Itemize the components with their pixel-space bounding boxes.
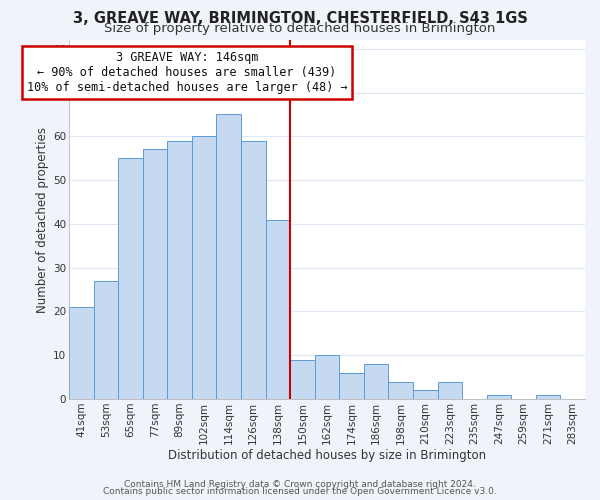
Bar	[69, 307, 94, 399]
Bar	[143, 150, 167, 399]
X-axis label: Distribution of detached houses by size in Brimington: Distribution of detached houses by size …	[168, 450, 486, 462]
Text: Contains HM Land Registry data © Crown copyright and database right 2024.: Contains HM Land Registry data © Crown c…	[124, 480, 476, 489]
Bar	[388, 382, 413, 399]
Bar	[192, 136, 217, 399]
Bar	[339, 373, 364, 399]
Text: Contains public sector information licensed under the Open Government Licence v3: Contains public sector information licen…	[103, 487, 497, 496]
Bar	[290, 360, 315, 399]
Bar	[364, 364, 388, 399]
Text: 3 GREAVE WAY: 146sqm
← 90% of detached houses are smaller (439)
10% of semi-deta: 3 GREAVE WAY: 146sqm ← 90% of detached h…	[26, 51, 347, 94]
Bar	[437, 382, 462, 399]
Bar	[217, 114, 241, 399]
Bar	[536, 394, 560, 399]
Bar	[266, 220, 290, 399]
Text: Size of property relative to detached houses in Brimington: Size of property relative to detached ho…	[104, 22, 496, 35]
Y-axis label: Number of detached properties: Number of detached properties	[36, 126, 49, 312]
Bar	[413, 390, 437, 399]
Bar	[241, 140, 266, 399]
Bar	[487, 394, 511, 399]
Bar	[94, 281, 118, 399]
Text: 3, GREAVE WAY, BRIMINGTON, CHESTERFIELD, S43 1GS: 3, GREAVE WAY, BRIMINGTON, CHESTERFIELD,…	[73, 11, 527, 26]
Bar	[315, 356, 339, 399]
Bar	[167, 140, 192, 399]
Bar	[118, 158, 143, 399]
